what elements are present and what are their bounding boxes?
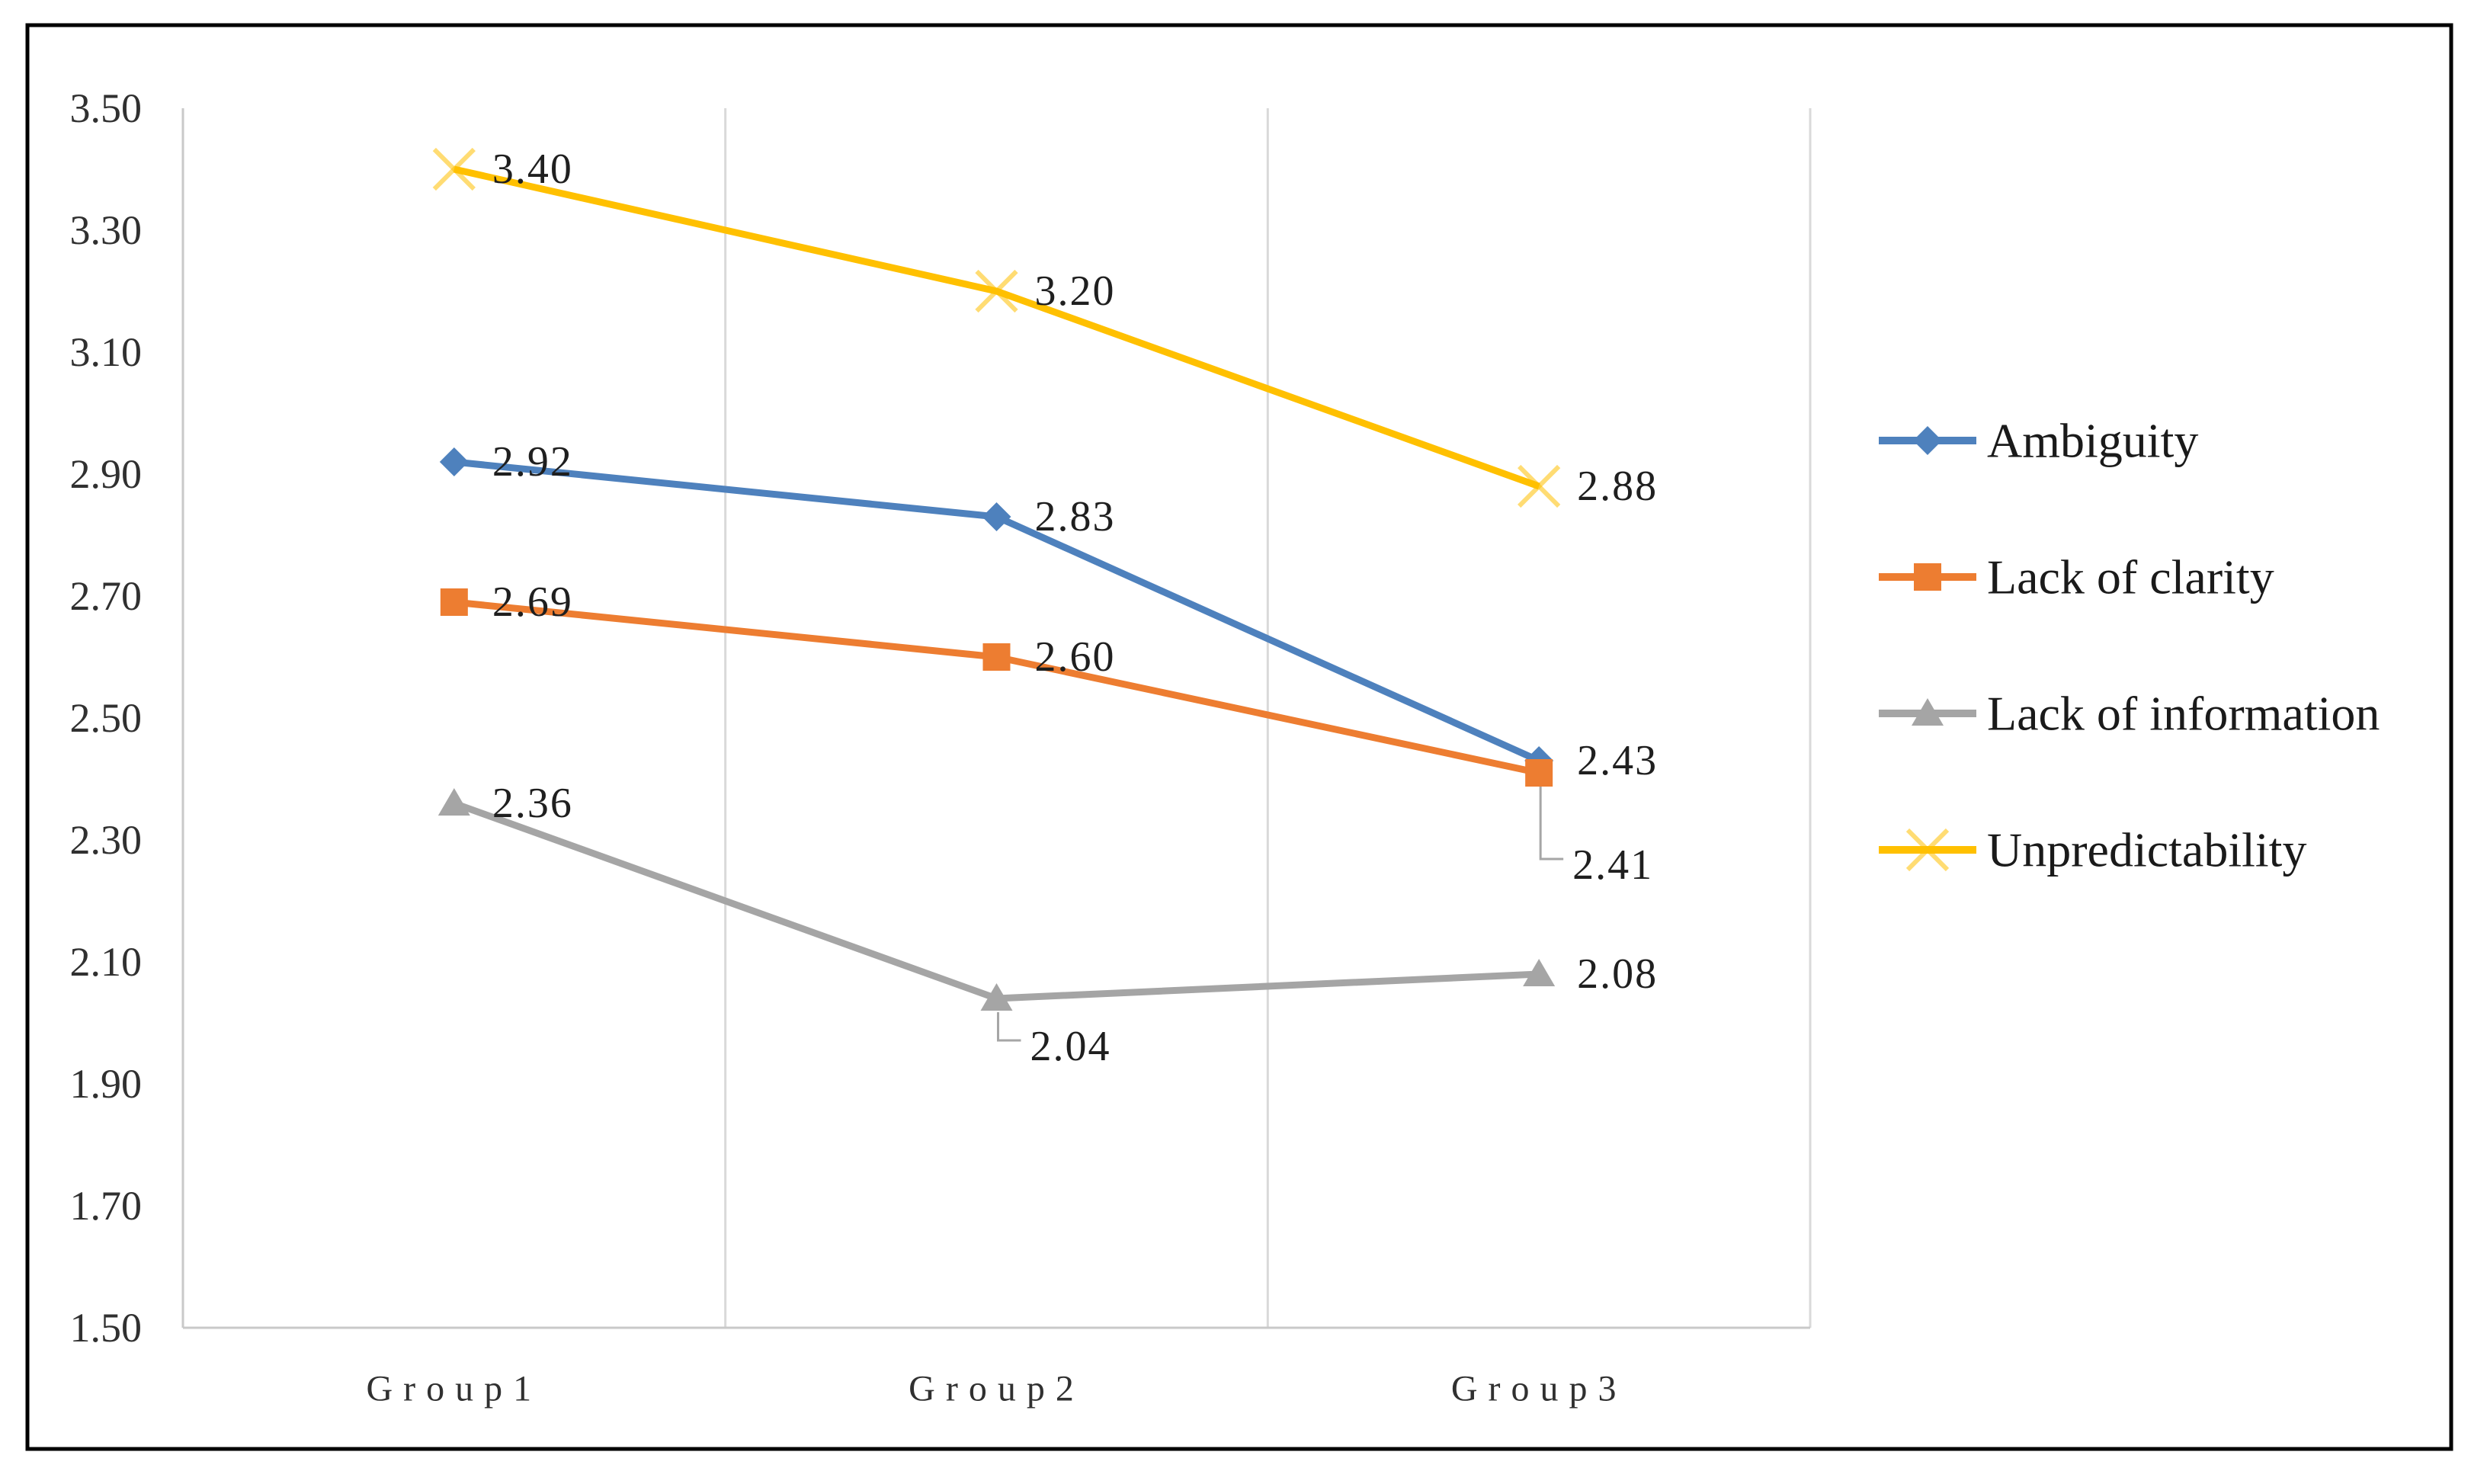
y-tick-label: 2.10	[70, 939, 143, 985]
data-label-leader-line	[997, 1012, 1021, 1042]
x-category-label: Group1	[367, 1369, 543, 1409]
x-category-label: Group2	[909, 1369, 1085, 1409]
x-marker	[432, 147, 476, 191]
legend-label: Ambiguity	[1987, 414, 2198, 468]
axis-lines	[181, 108, 1810, 1329]
y-tick-label: 2.50	[70, 695, 143, 741]
data-label: 2.08	[1577, 950, 1658, 998]
series-line	[453, 800, 1540, 1002]
square-marker	[1914, 563, 1941, 591]
data-label: 3.40	[492, 146, 573, 193]
diamond-marker	[439, 447, 469, 476]
triangle-marker	[1523, 959, 1556, 986]
diamond-marker	[1913, 426, 1942, 455]
y-tick-label: 3.10	[70, 329, 143, 375]
series-lines-and-markers	[432, 147, 1561, 1011]
y-tick-label: 3.30	[70, 207, 143, 253]
figure-border	[25, 23, 2453, 1451]
legend-label: Unpredictability	[1987, 823, 2306, 877]
x-category-label: Group3	[1451, 1369, 1627, 1409]
data-label: 2.69	[492, 579, 573, 626]
data-label: 2.43	[1577, 737, 1658, 784]
x-axis-category-labels: Group1 Group2 Group3	[367, 1369, 1627, 1409]
legend-label: Lack of clarity	[1987, 550, 2274, 604]
x-marker	[1518, 464, 1561, 508]
y-tick-label: 1.90	[70, 1061, 143, 1107]
series-unpredictability	[432, 147, 1561, 508]
data-label: 2.83	[1035, 493, 1116, 540]
series-lack-of-clarity	[440, 588, 1553, 787]
data-label: 2.60	[1035, 633, 1116, 681]
triangle-marker	[437, 788, 470, 816]
data-label-leader-line	[1539, 787, 1564, 861]
data-label: 2.36	[492, 780, 573, 827]
legend-label: Lack of information	[1987, 687, 2380, 741]
y-tick-label: 1.50	[70, 1305, 143, 1351]
x-marker	[975, 269, 1018, 313]
data-label: 2.04	[1030, 1023, 1111, 1070]
triangle-marker	[980, 983, 1013, 1011]
legend-item-lack-of-information: Lack of information	[1879, 687, 2380, 741]
square-marker	[440, 588, 468, 616]
y-axis-tick-labels: 1.50 1.70 1.90 2.10 2.30 2.50 2.70 2.90 3.10 3.30…	[70, 85, 143, 1351]
data-label: 3.20	[1035, 268, 1116, 315]
y-tick-label: 2.70	[70, 573, 143, 619]
series-line	[453, 165, 1540, 490]
diamond-marker	[982, 502, 1011, 531]
series-ambiguity	[439, 447, 1554, 775]
legend: Ambiguity Lack of clarity Lack of informat…	[1879, 414, 2380, 877]
y-tick-label: 3.50	[70, 85, 143, 131]
data-label: 2.88	[1577, 463, 1658, 510]
legend-item-lack-of-clarity: Lack of clarity	[1879, 550, 2274, 604]
data-label: 2.92	[492, 438, 573, 486]
series-lack-of-information	[437, 788, 1556, 1011]
data-labels: 2.92 2.83 2.43 2.69 2.60 2.41 2.36 2.04 2.08 3.40…	[492, 146, 1658, 1070]
figure-border-rect	[25, 23, 2453, 1451]
square-marker	[1525, 759, 1553, 787]
y-tick-label: 2.30	[70, 817, 143, 863]
legend-item-ambiguity: Ambiguity	[1879, 414, 2198, 468]
square-marker	[982, 643, 1011, 671]
x-marker	[1905, 828, 1950, 872]
legend-item-unpredictability: Unpredictability	[1879, 823, 2306, 877]
y-tick-label: 2.90	[70, 451, 143, 497]
triangle-marker	[1912, 698, 1944, 726]
data-label: 2.41	[1572, 841, 1653, 889]
y-tick-label: 1.70	[70, 1183, 143, 1229]
